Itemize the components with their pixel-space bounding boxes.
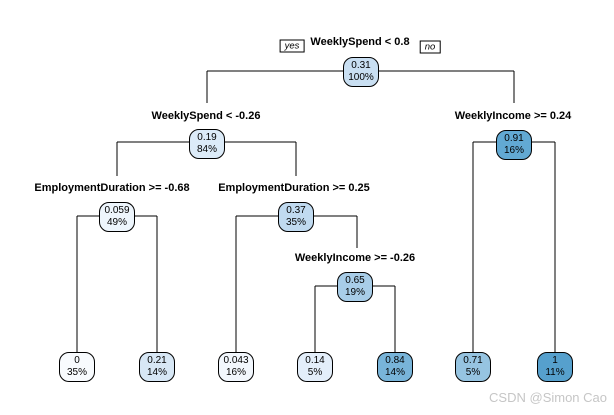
node-percent: 35%	[285, 217, 306, 228]
tree-node: 1 11%	[537, 352, 573, 382]
node-value: 0.19	[197, 132, 217, 143]
split-condition-label: EmploymentDuration >= -0.68	[34, 182, 190, 194]
split-condition-label: WeeklyIncome >= -0.26	[294, 252, 416, 264]
tree-node: 0.31 100%	[343, 57, 379, 87]
tree-node: 0.21 14%	[139, 352, 175, 382]
branch-label-yes: yes	[279, 39, 305, 53]
branch-label-no: no	[419, 40, 441, 54]
node-value: 0.31	[351, 60, 371, 71]
node-percent: 5%	[307, 367, 323, 378]
node-percent: 19%	[344, 287, 365, 298]
split-condition-label: EmploymentDuration >= 0.25	[218, 182, 370, 194]
node-value: 0.059	[104, 205, 130, 216]
split-condition-label: WeeklyIncome >= 0.24	[454, 110, 572, 122]
node-percent: 49%	[106, 217, 127, 228]
node-value: 0.84	[385, 355, 405, 366]
node-value: 0.37	[286, 205, 306, 216]
node-percent: 14%	[146, 367, 167, 378]
tree-node: 0.71 5%	[455, 352, 491, 382]
watermark: CSDN @Simon Cao	[489, 390, 607, 405]
node-percent: 5%	[465, 367, 481, 378]
node-value: 0.043	[223, 355, 249, 366]
tree-node: 0 35%	[59, 352, 95, 382]
node-percent: 35%	[66, 367, 87, 378]
node-percent: 100%	[348, 72, 374, 83]
node-value: 0.65	[345, 275, 365, 286]
node-value: 0.14	[305, 355, 325, 366]
node-value: 0	[74, 355, 80, 366]
tree-node: 0.65 19%	[337, 272, 373, 302]
node-percent: 84%	[196, 144, 217, 155]
node-percent: 16%	[503, 145, 524, 156]
node-percent: 14%	[384, 367, 405, 378]
tree-node: 0.14 5%	[297, 352, 333, 382]
tree-node: 0.84 14%	[377, 352, 413, 382]
tree-node: 0.059 49%	[99, 202, 135, 232]
node-value: 0.91	[504, 133, 524, 144]
split-condition-label: WeeklySpend < 0.8	[310, 36, 410, 48]
split-condition-label: WeeklySpend < -0.26	[151, 110, 261, 122]
tree-node: 0.19 84%	[189, 129, 225, 159]
node-percent: 11%	[545, 367, 565, 378]
tree-node: 0.043 16%	[218, 352, 254, 382]
node-value: 0.71	[463, 355, 483, 366]
tree-node: 0.91 16%	[496, 130, 532, 160]
node-value: 0.21	[147, 355, 167, 366]
tree-node: 0.37 35%	[278, 202, 314, 232]
node-percent: 16%	[225, 367, 246, 378]
node-value: 1	[552, 355, 558, 366]
